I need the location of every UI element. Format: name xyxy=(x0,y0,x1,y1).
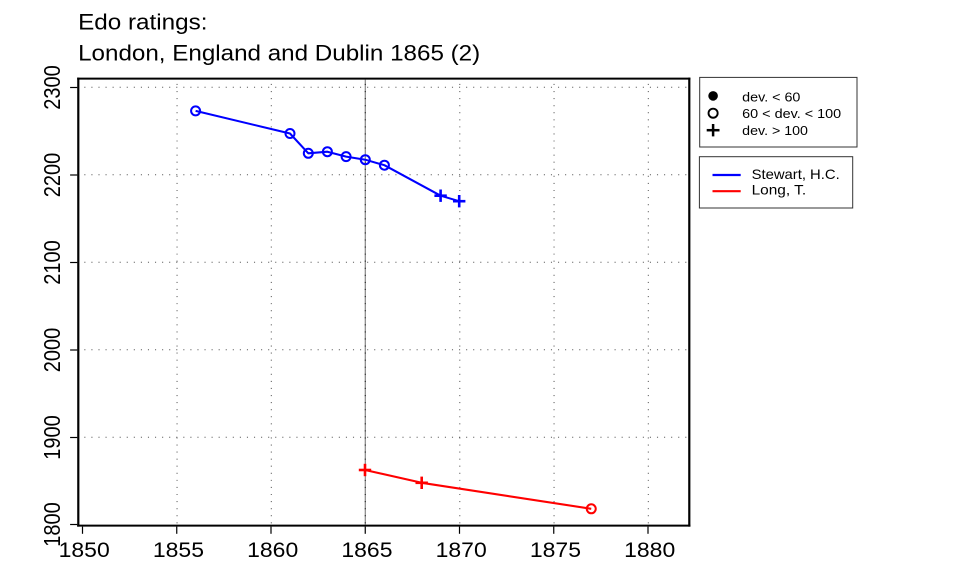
svg-text:1900: 1900 xyxy=(39,415,65,460)
svg-text:60 < dev. < 100: 60 < dev. < 100 xyxy=(742,106,841,121)
svg-text:1870: 1870 xyxy=(436,539,487,562)
svg-text:2000: 2000 xyxy=(39,328,65,373)
svg-text:2100: 2100 xyxy=(39,240,65,285)
svg-text:1875: 1875 xyxy=(530,539,581,562)
svg-text:London, England and Dublin 186: London, England and Dublin 1865 (2) xyxy=(78,40,480,65)
svg-text:2300: 2300 xyxy=(39,65,65,110)
svg-text:1860: 1860 xyxy=(247,539,298,562)
svg-text:dev. < 60: dev. < 60 xyxy=(742,89,800,104)
svg-text:Edo ratings:: Edo ratings: xyxy=(78,10,207,35)
svg-text:1850: 1850 xyxy=(59,539,110,562)
svg-text:1865: 1865 xyxy=(341,539,392,562)
svg-text:1800: 1800 xyxy=(39,502,65,547)
svg-text:Long, T.: Long, T. xyxy=(752,182,807,197)
svg-text:1880: 1880 xyxy=(624,539,675,562)
svg-text:1855: 1855 xyxy=(153,539,204,562)
svg-text:dev. > 100: dev. > 100 xyxy=(742,123,808,138)
svg-text:2200: 2200 xyxy=(39,153,65,198)
svg-text:Stewart, H.C.: Stewart, H.C. xyxy=(752,167,840,182)
